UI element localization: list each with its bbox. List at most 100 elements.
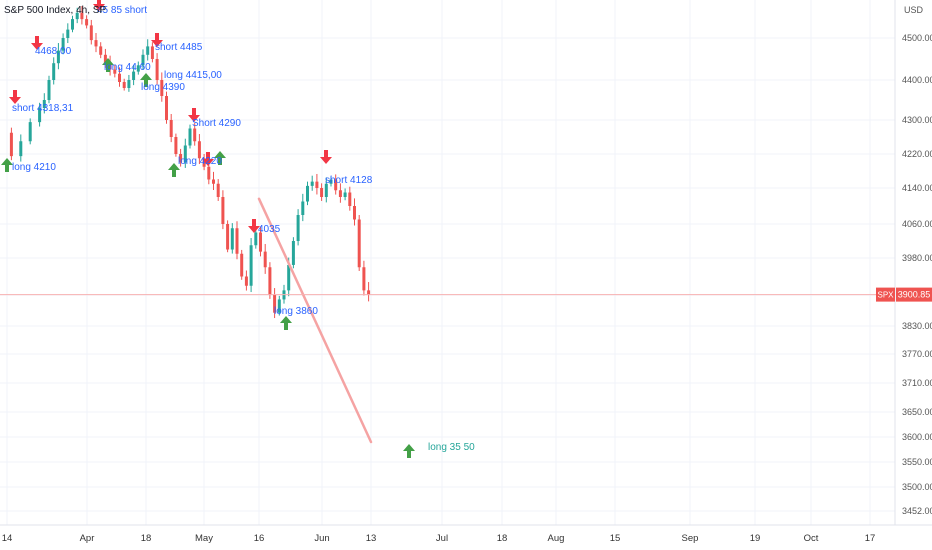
- candle-body: [230, 228, 234, 250]
- short-arrow-icon: [31, 36, 43, 50]
- time-tick-label: 14: [2, 533, 13, 544]
- price-tick-label: 3650.00: [902, 407, 932, 417]
- price-tick-label: 3600.00: [902, 432, 932, 442]
- candle-body: [179, 154, 183, 163]
- candle-body: [113, 69, 117, 74]
- candle-body: [287, 264, 291, 291]
- time-tick-label: Sep: [682, 533, 699, 544]
- time-tick-label: Jul: [436, 533, 448, 544]
- candle-body: [174, 137, 178, 154]
- signal-label: 4468,00: [35, 46, 72, 57]
- candle-body: [197, 141, 201, 159]
- candle-body: [108, 63, 112, 70]
- ticker-tag-bg: [876, 287, 895, 302]
- signal-label: long 35 50: [428, 442, 475, 453]
- candle-body: [207, 166, 211, 180]
- candle-body: [118, 73, 121, 82]
- price-tick-label: 3710.00: [902, 378, 932, 388]
- price-tick-label: 4300.00: [902, 115, 932, 125]
- candle-body: [357, 219, 361, 268]
- signal-arrows: [1, 0, 415, 458]
- candle-body: [329, 179, 333, 184]
- price-tick-label: 4220.00: [902, 149, 932, 159]
- candle-body: [348, 192, 352, 206]
- candle-body: [362, 267, 366, 291]
- candle-body: [259, 232, 262, 252]
- candle-body: [75, 12, 79, 20]
- long-arrow-icon: [1, 158, 13, 172]
- signal-label: long 4210: [12, 162, 56, 173]
- candle-body: [136, 65, 140, 72]
- time-tick-label: 13: [366, 533, 377, 544]
- price-tick-label: 3500.00: [902, 482, 932, 492]
- signal-label: short 4485: [155, 42, 203, 53]
- price-tick-label: 4400.00: [902, 75, 932, 85]
- time-tick-label: Jun: [314, 533, 329, 544]
- currency-label: USD: [904, 5, 924, 15]
- price-axis[interactable]: 4500.00 4400.00 4300.00 4220.00 4140.00 4060.…: [902, 33, 932, 516]
- signal-label: long 4390: [141, 82, 185, 93]
- candle-body: [221, 197, 225, 224]
- candle-body: [244, 276, 248, 286]
- candle-body: [324, 183, 328, 197]
- candle-body: [80, 12, 84, 20]
- long-arrow-icon: [140, 73, 152, 87]
- long-arrow-icon: [102, 58, 114, 72]
- time-axis[interactable]: 14 Apr 18 May 16 Jun 13 Jul 18 Aug 15 Sep 19 Oct 17: [2, 533, 876, 544]
- candle-body: [263, 251, 267, 268]
- signal-labels: long 4210 short 4318,31 4468,00 45 85 short…: [12, 5, 475, 453]
- signal-label: long 4220: [178, 156, 222, 167]
- price-tick-label: 4140.00: [902, 183, 932, 193]
- signal-label: long 4415,00: [164, 70, 222, 81]
- time-tick-label: May: [195, 533, 213, 544]
- candle-body: [132, 71, 136, 80]
- signal-label: 4035: [258, 224, 281, 235]
- price-tick-label: 3830.00: [902, 321, 932, 331]
- time-tick-label: 18: [141, 533, 152, 544]
- candle-body: [226, 224, 230, 250]
- candle-body: [367, 290, 371, 295]
- time-tick-label: 16: [254, 533, 265, 544]
- time-tick-label: 15: [610, 533, 621, 544]
- signal-label: long 3860: [274, 306, 318, 317]
- candle-body: [169, 120, 173, 137]
- candle-body: [160, 80, 164, 96]
- candle-body: [235, 228, 239, 254]
- candle-body: [268, 267, 272, 295]
- time-tick-label: Oct: [804, 533, 819, 544]
- signal-label: Short 4290: [192, 118, 241, 129]
- candle-body: [52, 63, 56, 80]
- candle-body: [103, 54, 107, 64]
- candle-body: [291, 241, 295, 265]
- price-tick-label: 4500.00: [902, 33, 932, 43]
- candle-body: [202, 158, 206, 167]
- candle-body: [338, 190, 342, 197]
- grid: [0, 0, 895, 525]
- short-arrow-icon: [320, 150, 332, 164]
- candle-body: [216, 183, 220, 197]
- candle-body: [306, 185, 309, 202]
- long-arrow-icon: [280, 316, 292, 330]
- candle-body: [94, 40, 98, 47]
- time-tick-label: Apr: [80, 533, 95, 544]
- price-tick-label: 3980.00: [902, 253, 932, 263]
- candle-body: [353, 206, 356, 220]
- projection-line: [0, 197, 895, 444]
- short-arrow-icon: [9, 90, 21, 104]
- candle-body: [273, 295, 277, 313]
- candle-body: [99, 46, 103, 55]
- candle-body: [212, 179, 215, 184]
- price-tick-label: 4060.00: [902, 219, 932, 229]
- candle-body: [47, 80, 51, 100]
- candle-body: [165, 96, 168, 120]
- candle-body: [315, 181, 319, 188]
- time-tick-label: 18: [497, 533, 508, 544]
- ticker-tag-label: SPX: [877, 291, 894, 300]
- chart-title: S&P 500 Index, 4h, SP: [4, 5, 106, 16]
- candle-body: [146, 46, 150, 55]
- candle-body: [89, 25, 93, 41]
- short-arrow-icon: [93, 0, 105, 11]
- candle-body: [127, 80, 131, 88]
- long-arrow-icon: [168, 163, 180, 177]
